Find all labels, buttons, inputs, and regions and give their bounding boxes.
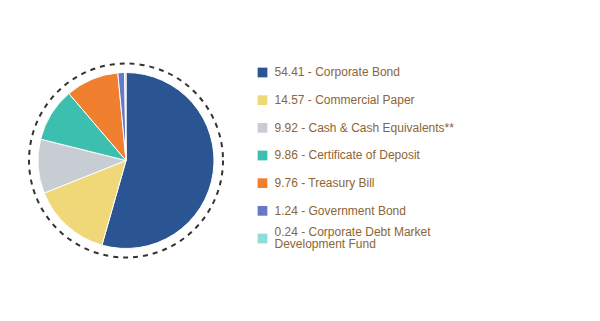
svg-text:9.76 - Treasury Bill: 9.76 - Treasury Bill <box>275 176 375 190</box>
svg-text:0.24 - Corporate Debt MarketDe: 0.24 - Corporate Debt MarketDevelopment … <box>275 225 432 251</box>
svg-text:9.92 - Cash & Cash Equivalents: 9.92 - Cash & Cash Equivalents** <box>275 121 455 135</box>
svg-text:54.41 - Corporate Bond: 54.41 - Corporate Bond <box>275 65 400 79</box>
svg-text:14.57 - Commercial Paper: 14.57 - Commercial Paper <box>275 93 415 107</box>
svg-text:1.24 - Government Bond: 1.24 - Government Bond <box>275 204 406 218</box>
svg-text:9.86 - Certificate of Deposit: 9.86 - Certificate of Deposit <box>275 148 421 162</box>
